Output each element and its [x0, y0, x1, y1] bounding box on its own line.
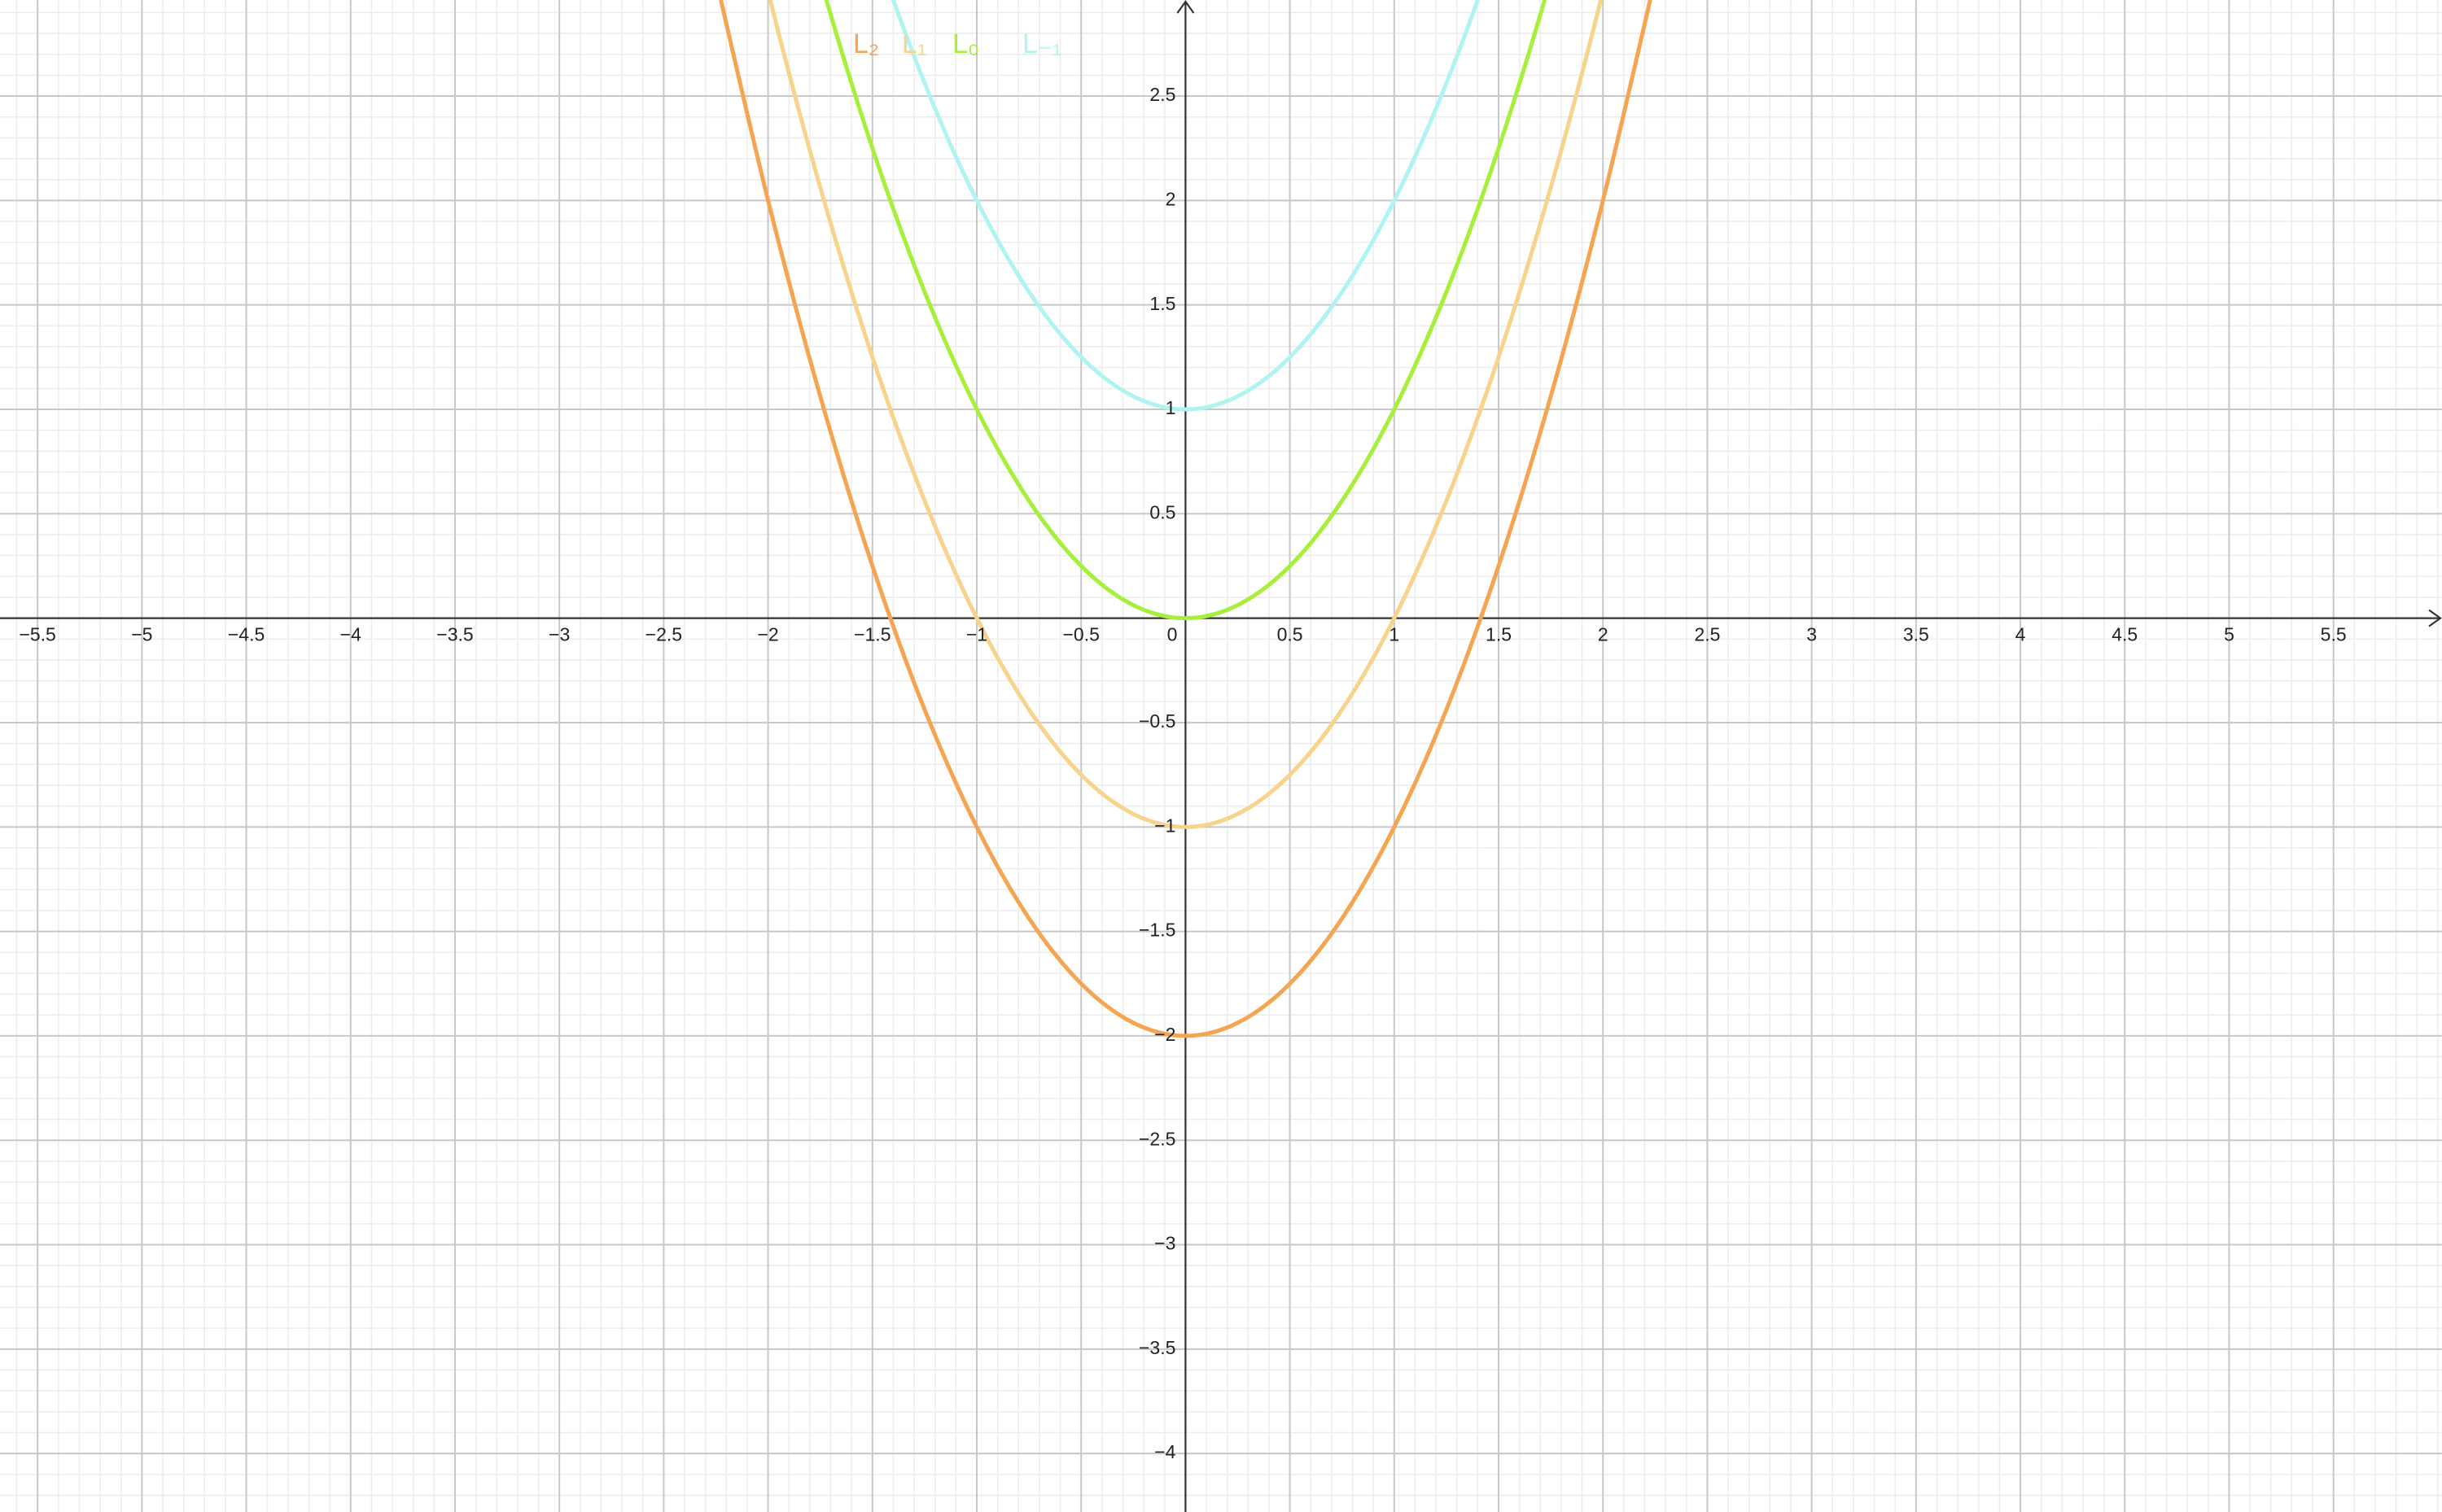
- x-tick-label: 0: [1167, 624, 1178, 645]
- curve: [719, 0, 1652, 1038]
- legend-entry: L₋₁: [1022, 28, 1061, 59]
- curves: [719, 0, 1652, 1038]
- x-tick-label: −4: [340, 624, 361, 645]
- x-tick-label: 2.5: [1694, 624, 1720, 645]
- y-tick-label: −2: [1154, 1024, 1175, 1045]
- legend-entry: L₀: [952, 28, 979, 59]
- x-tick-label: −1.5: [854, 624, 891, 645]
- y-axis-arrow: [1176, 0, 1195, 14]
- legend-entry: L₁: [902, 28, 926, 59]
- curve: [768, 0, 1604, 829]
- x-tick-label: 5.5: [2321, 624, 2347, 645]
- y-tick-label: −2.5: [1139, 1128, 1175, 1149]
- y-tick-label: −0.5: [1139, 710, 1175, 732]
- y-tick-label: 1: [1166, 397, 1176, 418]
- x-tick-label: 5: [2224, 624, 2234, 645]
- x-tick-label: −3.5: [436, 624, 473, 645]
- y-tick-label: −4: [1154, 1441, 1175, 1462]
- y-tick-label: 2.5: [1149, 84, 1175, 105]
- y-tick-label: 1.5: [1149, 293, 1175, 314]
- x-tick-label: 2: [1598, 624, 1608, 645]
- x-tick-label: 1: [1389, 624, 1399, 645]
- x-tick-label: −2: [757, 624, 778, 645]
- y-tick-label: 0.5: [1149, 501, 1175, 522]
- x-tick-label: −4.5: [228, 624, 265, 645]
- x-tick-label: −1: [966, 624, 987, 645]
- y-tick-label: −1.5: [1139, 920, 1175, 941]
- curve: [891, 0, 1481, 412]
- curve: [824, 0, 1547, 621]
- x-tick-label: 4.5: [2112, 624, 2138, 645]
- y-tick-label: 2: [1166, 188, 1176, 209]
- x-tick-label: 0.5: [1277, 624, 1303, 645]
- x-tick-label: 1.5: [1486, 624, 1512, 645]
- x-tick-label: −2.5: [646, 624, 682, 645]
- x-tick-label: −3: [549, 624, 570, 645]
- labels: −5.5 −5 −4.5 −4 −3.5 −3 −2.5 −2 −1.5 −1 −0.5 0 0.5 1 1…: [19, 28, 2346, 1462]
- x-tick-label: 3: [1806, 624, 1817, 645]
- x-tick-label: −5: [131, 624, 152, 645]
- x-tick-label: 4: [2015, 624, 2026, 645]
- x-tick-label: −0.5: [1063, 624, 1100, 645]
- x-axis-arrow: [2428, 609, 2442, 627]
- y-tick-label: −3.5: [1139, 1337, 1175, 1358]
- legend-entry: L₂: [853, 28, 879, 59]
- x-tick-label: −5.5: [19, 624, 55, 645]
- x-tick-label: 3.5: [1903, 624, 1929, 645]
- y-tick-label: −1: [1154, 815, 1175, 836]
- y-tick-label: −3: [1154, 1233, 1175, 1254]
